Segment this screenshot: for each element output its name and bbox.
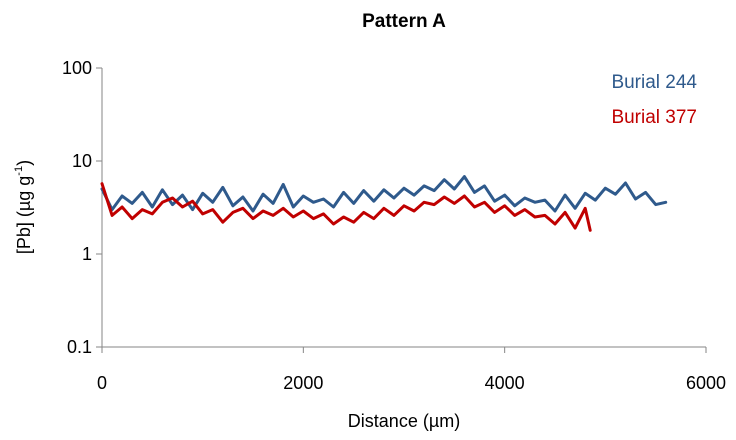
x-axis: 0 2000 4000 6000 <box>97 346 726 393</box>
y-axis-title: [Pb] (µg g-1) <box>13 160 34 254</box>
series-line-burial-377 <box>100 182 592 232</box>
chart-title: Pattern A <box>362 11 446 32</box>
y-axis-title-main: [Pb] (µg g <box>14 176 34 254</box>
x-axis-title: Distance (µm) <box>348 411 460 431</box>
y-tick-label: 0.1 <box>67 337 92 357</box>
y-tick-label: 10 <box>72 151 92 171</box>
x-tick-label: 0 <box>97 373 107 393</box>
legend: Burial 244 Burial 377 <box>611 72 697 128</box>
legend-entry-burial-244: Burial 244 <box>611 72 697 93</box>
y-axis-title-superscript: -1 <box>13 166 25 176</box>
y-tick-label: 100 <box>62 58 92 78</box>
y-axis-title-close: ) <box>14 160 34 166</box>
x-tick-label: 6000 <box>686 373 726 393</box>
x-tick-label: 4000 <box>485 373 525 393</box>
y-axis: 0.1 1 10 100 <box>62 58 103 357</box>
series-layer <box>100 175 668 232</box>
x-ticks: 0 2000 4000 6000 <box>97 347 726 393</box>
y-tick-label: 1 <box>82 244 92 264</box>
y-ticks: 0.1 1 10 100 <box>62 58 102 357</box>
x-tick-label: 2000 <box>283 373 323 393</box>
legend-entry-burial-377: Burial 377 <box>611 107 697 128</box>
